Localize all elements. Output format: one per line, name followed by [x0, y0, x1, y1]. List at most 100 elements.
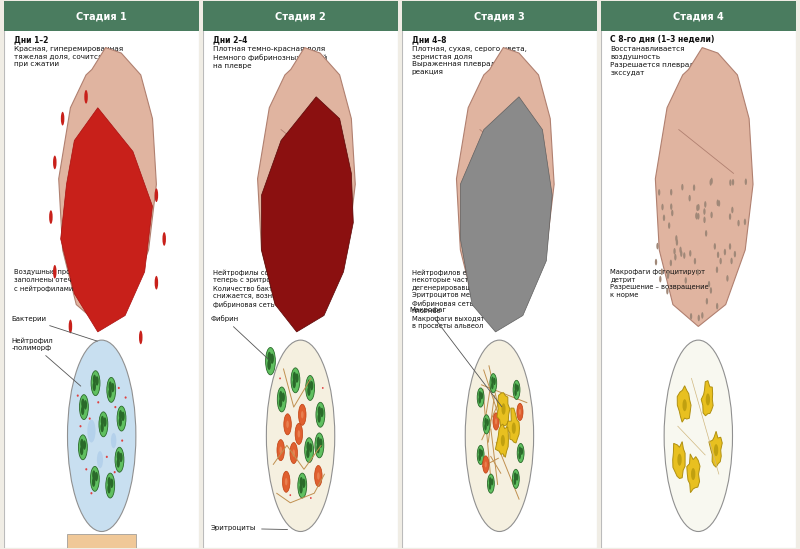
- Ellipse shape: [114, 406, 116, 408]
- Circle shape: [305, 438, 314, 463]
- Circle shape: [697, 269, 699, 276]
- Text: Воздушные пространства
заполнены отечной жидкостью
с нейтрофилами и бактериями: Воздушные пространства заполнены отечной…: [14, 269, 127, 292]
- Ellipse shape: [121, 439, 123, 442]
- Circle shape: [705, 230, 707, 237]
- Circle shape: [719, 258, 722, 264]
- FancyBboxPatch shape: [203, 1, 398, 31]
- Circle shape: [466, 340, 534, 531]
- Circle shape: [478, 396, 481, 404]
- Polygon shape: [58, 48, 156, 327]
- Circle shape: [691, 468, 695, 480]
- Circle shape: [662, 204, 664, 210]
- Circle shape: [478, 391, 481, 398]
- Circle shape: [682, 399, 686, 411]
- Circle shape: [279, 398, 282, 407]
- Circle shape: [306, 441, 310, 451]
- Circle shape: [293, 372, 296, 381]
- Text: Восстанавливается
воздушность
Разрешается плевральный
экссудат: Восстанавливается воздушность Разрешаетс…: [610, 46, 714, 76]
- Polygon shape: [687, 454, 700, 492]
- Circle shape: [310, 381, 314, 390]
- Circle shape: [82, 440, 86, 450]
- Circle shape: [495, 418, 497, 424]
- Circle shape: [710, 212, 713, 219]
- Ellipse shape: [125, 396, 126, 399]
- Circle shape: [716, 266, 718, 273]
- Circle shape: [306, 449, 310, 458]
- Circle shape: [683, 253, 686, 259]
- FancyBboxPatch shape: [601, 1, 796, 31]
- Circle shape: [485, 462, 487, 468]
- Ellipse shape: [84, 90, 88, 104]
- Ellipse shape: [118, 387, 120, 389]
- Circle shape: [302, 479, 306, 488]
- Circle shape: [730, 180, 731, 186]
- Circle shape: [701, 312, 703, 319]
- Circle shape: [670, 203, 673, 210]
- Circle shape: [666, 288, 669, 294]
- Text: Макрофаг: Макрофаг: [410, 307, 502, 407]
- Circle shape: [486, 419, 489, 426]
- Circle shape: [730, 257, 733, 264]
- Circle shape: [514, 389, 517, 396]
- Text: Бактерии: Бактерии: [12, 316, 98, 341]
- Circle shape: [307, 379, 311, 389]
- Polygon shape: [673, 441, 685, 479]
- Circle shape: [710, 178, 713, 184]
- FancyBboxPatch shape: [4, 1, 199, 548]
- Circle shape: [729, 243, 731, 250]
- Ellipse shape: [77, 395, 78, 397]
- Circle shape: [108, 388, 112, 398]
- Circle shape: [91, 371, 100, 396]
- Circle shape: [277, 440, 285, 461]
- Ellipse shape: [154, 276, 158, 289]
- Circle shape: [266, 348, 275, 375]
- Circle shape: [671, 210, 674, 216]
- Circle shape: [279, 446, 282, 454]
- Text: Стадия 3: Стадия 3: [474, 12, 525, 21]
- Ellipse shape: [279, 377, 281, 379]
- Polygon shape: [258, 48, 355, 327]
- Circle shape: [295, 373, 298, 383]
- Circle shape: [80, 439, 83, 448]
- Circle shape: [97, 451, 103, 468]
- Circle shape: [521, 447, 523, 455]
- Circle shape: [478, 445, 484, 464]
- Circle shape: [291, 368, 300, 393]
- Circle shape: [290, 442, 298, 463]
- Circle shape: [111, 433, 116, 448]
- Circle shape: [94, 472, 98, 481]
- Circle shape: [667, 271, 670, 277]
- Circle shape: [516, 384, 519, 392]
- Circle shape: [674, 248, 676, 255]
- Circle shape: [729, 214, 731, 220]
- Circle shape: [744, 219, 746, 225]
- Text: Стадия 2: Стадия 2: [275, 12, 326, 21]
- Text: Фибрин: Фибрин: [210, 315, 269, 359]
- Circle shape: [678, 453, 682, 466]
- Circle shape: [107, 484, 110, 494]
- Circle shape: [502, 404, 506, 414]
- Circle shape: [519, 409, 521, 415]
- Circle shape: [90, 467, 99, 491]
- Circle shape: [517, 404, 523, 421]
- Circle shape: [286, 421, 289, 428]
- Circle shape: [270, 354, 274, 364]
- Polygon shape: [262, 97, 354, 332]
- Circle shape: [81, 406, 84, 415]
- Circle shape: [111, 383, 114, 393]
- Circle shape: [679, 247, 682, 253]
- Circle shape: [109, 382, 112, 391]
- Circle shape: [84, 400, 87, 410]
- Circle shape: [514, 383, 517, 390]
- Circle shape: [80, 446, 83, 455]
- FancyBboxPatch shape: [402, 1, 597, 31]
- Circle shape: [299, 484, 302, 494]
- Circle shape: [680, 250, 682, 257]
- Ellipse shape: [79, 425, 82, 427]
- Circle shape: [478, 388, 484, 407]
- Circle shape: [298, 404, 306, 425]
- Polygon shape: [678, 386, 691, 422]
- Polygon shape: [701, 380, 713, 416]
- Text: Стадия 4: Стадия 4: [673, 12, 724, 21]
- Circle shape: [95, 376, 98, 385]
